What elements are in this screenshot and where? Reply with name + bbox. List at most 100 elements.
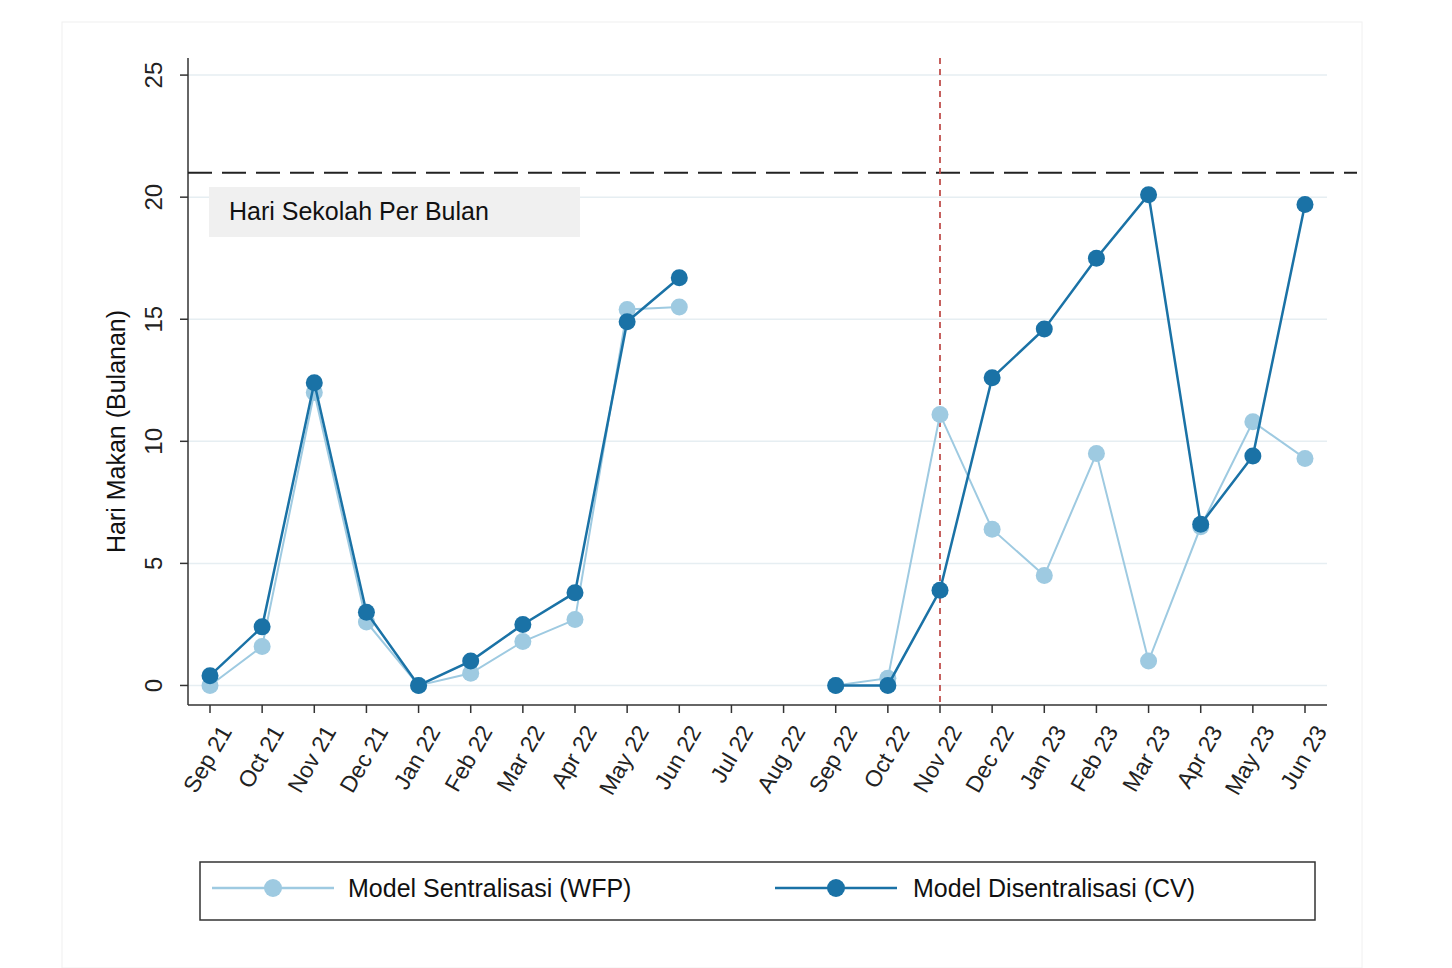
y-tick-label: 15 [140, 306, 167, 333]
series-point [1140, 653, 1157, 670]
x-tick [522, 705, 524, 713]
series-point [254, 618, 271, 635]
x-tick [1200, 705, 1202, 713]
x-tick [783, 705, 785, 713]
series-point [1088, 250, 1105, 267]
x-tick-label: Nov 22 [908, 721, 967, 797]
series-point [462, 653, 479, 670]
x-tick [1304, 705, 1306, 713]
x-tick-label: Jul 22 [705, 721, 758, 787]
x-tick [418, 705, 420, 713]
grid-line [188, 318, 1327, 320]
series-point [567, 611, 584, 628]
grid-line [188, 563, 1327, 565]
y-axis-label: Hari Makan (Bulanan) [102, 310, 130, 553]
series-point [1192, 516, 1209, 533]
x-tick [679, 705, 681, 713]
series [202, 186, 1314, 694]
series-point [514, 616, 531, 633]
x-tick [366, 705, 368, 713]
y-tick-label: 5 [140, 557, 167, 570]
x-tick-label: Jan 23 [1014, 721, 1071, 794]
x-tick [626, 705, 628, 713]
x-tick-label: Sep 21 [178, 721, 237, 797]
series-point [1140, 186, 1157, 203]
chart: 0510152025Sep 21Oct 21Nov 21Dec 21Jan 22… [0, 0, 1452, 968]
x-tick-label: Oct 21 [233, 721, 289, 793]
y-tick-label: 20 [140, 184, 167, 211]
y-tick-label: 10 [140, 428, 167, 455]
series-point [1297, 450, 1314, 467]
series-point [358, 604, 375, 621]
x-tick-label: May 22 [594, 721, 654, 799]
x-tick-label: Apr 23 [1171, 721, 1227, 793]
x-tick [1044, 705, 1046, 713]
legend-marker [827, 879, 845, 897]
legend-marker [264, 879, 282, 897]
y-tick [180, 685, 188, 687]
x-tick [835, 705, 837, 713]
x-tick [314, 705, 316, 713]
grid-line [188, 441, 1327, 443]
x-tick-label: Dec 21 [334, 721, 393, 797]
series-point [1036, 321, 1053, 338]
x-tick [470, 705, 472, 713]
x-tick-label: Jun 23 [1275, 721, 1332, 794]
series-point [932, 582, 949, 599]
legend-box [200, 862, 1315, 920]
series-point [514, 633, 531, 650]
series-point [827, 677, 844, 694]
x-tick [939, 705, 941, 713]
series-point [1297, 196, 1314, 213]
x-tick [209, 705, 211, 713]
hline-label: Hari Sekolah Per Bulan [229, 197, 489, 225]
grid-line [188, 74, 1327, 76]
x-tick [731, 705, 733, 713]
y-tick [180, 318, 188, 320]
series-point [202, 667, 219, 684]
series-point [671, 269, 688, 286]
series-line [210, 307, 1305, 685]
x-tick-label: Oct 22 [858, 721, 914, 793]
x-tick [261, 705, 263, 713]
grid-line [188, 685, 1327, 687]
series-point [984, 369, 1001, 386]
x-tick-label: Feb 23 [1065, 721, 1123, 796]
legend-label: Model Disentralisasi (CV) [913, 874, 1195, 902]
x-axis [188, 704, 1327, 706]
x-tick-label: May 23 [1219, 721, 1279, 799]
plot-area [202, 186, 1314, 694]
x-tick-label: Mar 23 [1117, 721, 1175, 796]
x-tick-label: Mar 22 [491, 721, 549, 796]
series-point [410, 677, 427, 694]
series-point [306, 374, 323, 391]
series-point [671, 299, 688, 316]
x-tick [991, 705, 993, 713]
x-tick-label: Dec 22 [960, 721, 1019, 797]
frame [62, 22, 1362, 968]
x-tick [1148, 705, 1150, 713]
series-point [410, 677, 427, 694]
series-point [932, 406, 949, 423]
y-tick [180, 74, 188, 76]
series-point [1244, 447, 1261, 464]
y-tick [180, 441, 188, 443]
x-tick-label: Jun 22 [649, 721, 706, 794]
hline-label-box [209, 187, 580, 237]
y-tick-label: 25 [140, 62, 167, 89]
series-point [827, 677, 844, 694]
series-point [984, 521, 1001, 538]
y-tick [180, 196, 188, 198]
y-axis [187, 58, 189, 705]
series-point [1088, 445, 1105, 462]
x-tick [1096, 705, 1098, 713]
legend-label: Model Sentralisasi (WFP) [348, 874, 631, 902]
x-tick-label: Sep 22 [804, 721, 863, 797]
series-point [254, 638, 271, 655]
y-tick [180, 563, 188, 565]
x-tick-label: Aug 22 [751, 721, 810, 797]
series-point [619, 313, 636, 330]
x-tick [574, 705, 576, 713]
series-point [1036, 567, 1053, 584]
reference-hline [188, 172, 1357, 174]
